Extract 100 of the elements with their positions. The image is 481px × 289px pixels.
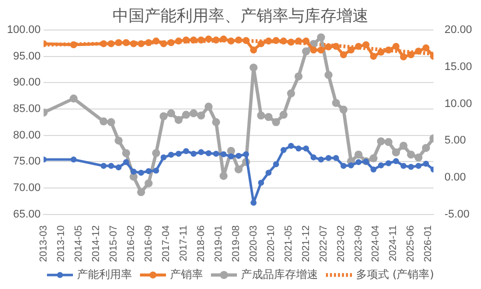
- x-tick-label: 2017-04: [160, 224, 172, 262]
- point: [324, 70, 333, 79]
- point: [272, 118, 280, 126]
- legend-label: 多项式 (产销率): [356, 268, 434, 281]
- point: [318, 156, 324, 163]
- y2-tick-label: 10.00: [444, 98, 472, 110]
- point: [70, 156, 77, 163]
- point: [422, 44, 430, 52]
- point: [348, 46, 355, 54]
- x-tick-label: 2015-07: [108, 224, 120, 262]
- point: [220, 172, 228, 180]
- x-tick-label: 2023-09: [353, 224, 364, 262]
- y2-tick-label: 0.00: [444, 171, 466, 184]
- point: [183, 148, 190, 154]
- point: [212, 118, 220, 126]
- point: [100, 117, 108, 126]
- point: [182, 110, 190, 119]
- point: [264, 112, 273, 121]
- point: [400, 162, 406, 169]
- point: [174, 116, 183, 124]
- point: [250, 46, 258, 54]
- point: [326, 154, 332, 161]
- point: [123, 159, 130, 166]
- point: [348, 162, 354, 168]
- point: [220, 35, 228, 42]
- point: [153, 168, 160, 174]
- point: [392, 148, 400, 156]
- y2-tick-label: 5.00: [444, 134, 466, 147]
- point: [302, 47, 310, 56]
- point: [317, 33, 326, 42]
- point: [130, 40, 138, 48]
- point: [167, 109, 176, 118]
- point: [399, 142, 408, 150]
- point: [146, 168, 152, 174]
- y-tick-label: 75.00: [13, 156, 41, 168]
- point: [340, 106, 348, 114]
- point: [122, 149, 130, 158]
- y2-tick-label: 20.00: [444, 24, 472, 36]
- point: [288, 142, 294, 149]
- point: [182, 36, 190, 44]
- point: [266, 170, 272, 176]
- point: [310, 46, 318, 54]
- point: [370, 52, 377, 60]
- point: [160, 154, 167, 160]
- point: [236, 152, 242, 159]
- y-tick-label: 65.00: [13, 208, 41, 220]
- legend-label: 产销率: [170, 268, 203, 281]
- point: [228, 153, 234, 160]
- point: [100, 162, 107, 169]
- point: [332, 98, 340, 107]
- point: [384, 138, 392, 146]
- point: [190, 150, 197, 157]
- point: [340, 51, 348, 58]
- point: [258, 40, 265, 48]
- point: [400, 53, 407, 60]
- x-tick-label: 2019-08: [230, 224, 242, 262]
- point: [197, 112, 206, 120]
- point: [100, 40, 108, 48]
- point: [392, 158, 399, 164]
- point: [287, 89, 296, 98]
- point: [294, 72, 303, 80]
- point: [227, 146, 236, 155]
- point: [234, 165, 243, 174]
- point: [70, 41, 78, 48]
- x-tick-label: 2019-01: [213, 224, 224, 262]
- point: [168, 39, 175, 46]
- x-tick-label: 2013-10: [56, 224, 67, 262]
- point: [250, 200, 257, 206]
- point: [378, 162, 384, 168]
- point: [108, 162, 114, 169]
- chart-title: 中国产能利用率、产销率与库存增速: [112, 6, 368, 25]
- point: [414, 48, 422, 55]
- point: [422, 144, 430, 152]
- x-tick-label: 2021-05: [283, 224, 294, 262]
- point: [310, 154, 317, 160]
- point: [408, 164, 414, 170]
- point: [220, 151, 227, 158]
- point: [152, 149, 160, 158]
- legend-label: 产成品库存增速: [240, 268, 318, 281]
- point: [288, 38, 295, 46]
- x-tick-label: 2018-06: [196, 224, 207, 262]
- point: [370, 154, 378, 162]
- point: [370, 166, 376, 173]
- point: [332, 42, 340, 50]
- point: [265, 38, 272, 45]
- y-tick-label: 85.00: [13, 103, 41, 116]
- point: [280, 110, 288, 119]
- x-tick-label: 2013-03: [38, 224, 50, 262]
- x-tick-label: 2017-11: [178, 224, 190, 262]
- point: [228, 38, 235, 45]
- point: [303, 145, 310, 152]
- point: [243, 151, 250, 158]
- point: [318, 46, 325, 54]
- point: [257, 112, 266, 120]
- point: [302, 38, 310, 45]
- point: [273, 161, 280, 168]
- point: [145, 39, 152, 46]
- point: [107, 118, 116, 126]
- y-tick-label: 80.00: [13, 129, 41, 142]
- y2-tick-label: -5.00: [444, 208, 470, 220]
